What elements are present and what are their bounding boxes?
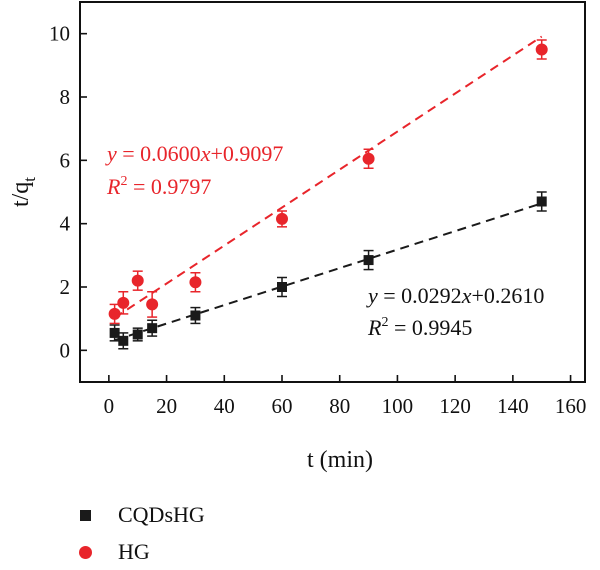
x-tick-label: 20: [156, 394, 177, 418]
cqdshg-r-squared: R2 = 0.9945: [367, 315, 472, 340]
cqdshg-fit-equation: y = 0.0292x+0.2610: [366, 283, 544, 308]
x-tick-label: 60: [272, 394, 293, 418]
cqdshg-point: [132, 329, 143, 340]
x-tick-label: 160: [555, 394, 587, 418]
cqdshg-fit-line: [114, 202, 543, 342]
plot-frame: [79, 1, 586, 383]
legend-item-cqdshg: CQDsHG: [78, 500, 205, 530]
square-marker-icon: [80, 509, 91, 521]
hg-fit-line: [114, 35, 543, 319]
cqdshg-point: [277, 282, 287, 292]
legend-label-hg: HG: [118, 539, 150, 564]
cqdshg-point: [109, 327, 120, 338]
y-axis: 0 2 4 6 8 10: [49, 22, 87, 362]
hg-point: [131, 274, 144, 287]
y-axis-label: t/qt: [8, 177, 39, 207]
x-axis-label: t (min): [307, 447, 373, 473]
x-tick-label: 140: [497, 394, 529, 418]
hg-point: [362, 152, 375, 165]
y-tick-label: 10: [49, 22, 70, 46]
hg-point: [146, 298, 159, 311]
legend-label-cqdshg: CQDsHG: [118, 502, 205, 527]
data-points: [108, 39, 548, 350]
x-tick-label: 40: [214, 394, 235, 418]
fit-lines: [114, 35, 543, 342]
hg-point: [535, 43, 548, 56]
cqdshg-point: [190, 310, 201, 321]
hg-fit-equation: y = 0.0600x+0.9097: [105, 141, 283, 166]
y-tick-label: 8: [60, 85, 71, 109]
cqdshg-point: [536, 196, 547, 207]
y-tick-label: 6: [60, 148, 71, 172]
cqdshg-point: [363, 255, 374, 266]
x-tick-label: 0: [104, 394, 115, 418]
hg-point: [117, 296, 130, 309]
legend: CQDsHG HG: [78, 500, 205, 567]
y-tick-label: 4: [60, 212, 71, 236]
hg-point: [189, 276, 202, 289]
y-tick-label: 2: [60, 275, 71, 299]
x-tick-label: 100: [382, 394, 414, 418]
hg-r-squared: R2 = 0.9797: [106, 174, 211, 199]
hg-point: [108, 307, 121, 320]
cqdshg-point: [147, 323, 158, 334]
x-tick-label: 80: [329, 394, 350, 418]
x-tick-label: 120: [439, 394, 471, 418]
hg-point: [276, 212, 288, 225]
chart: 0 20 40 60 80 100 120 140 160 0 2 4 6 8 10 t (min) t/…: [8, 1, 587, 473]
y-tick-label: 0: [60, 338, 71, 362]
circle-marker-icon: [79, 545, 92, 559]
cqdshg-point: [118, 335, 129, 346]
legend-item-hg: HG: [78, 537, 205, 567]
x-axis: 0 20 40 60 80 100 120 140 160: [104, 375, 587, 418]
